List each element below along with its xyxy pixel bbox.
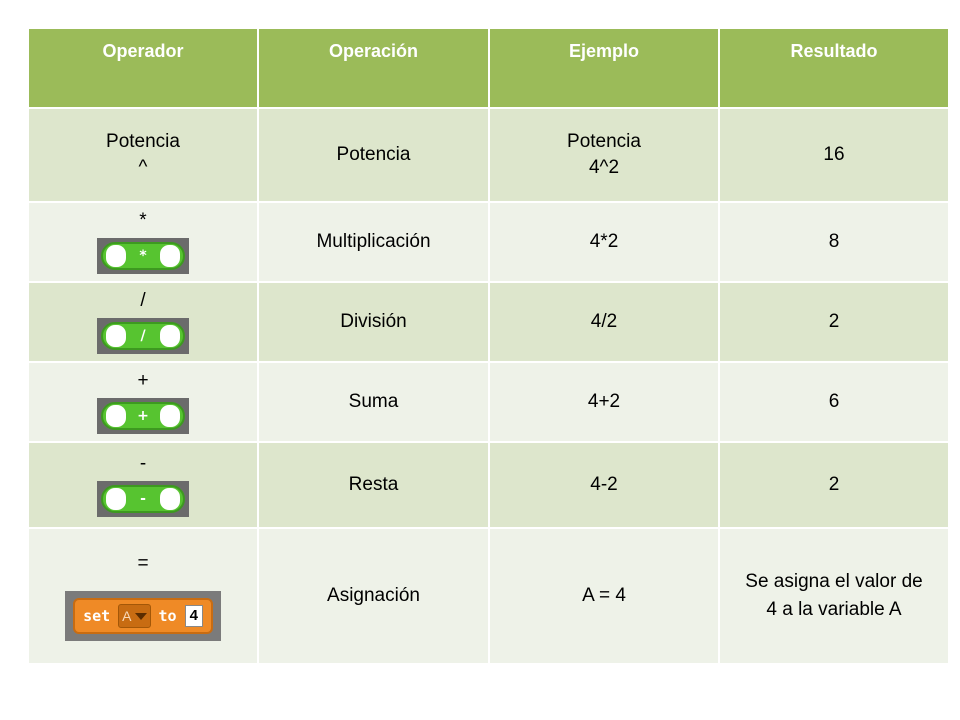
header-row: Operador Operación Ejemplo Resultado <box>27 27 950 109</box>
operator-cell: - - <box>27 441 259 529</box>
operation-cell: Asignación <box>257 527 490 665</box>
result-cell: 16 <box>718 107 950 203</box>
result-cell: 8 <box>718 201 950 283</box>
operator-name: Potencia <box>106 131 180 152</box>
operator-symbol: - <box>139 453 147 474</box>
table-row: / / División 4/2 2 <box>27 281 950 363</box>
operator-symbol: * <box>139 210 147 231</box>
result-cell: 6 <box>718 361 950 443</box>
table-row: = set A to 4 Asignación A = 4 Se as <box>27 527 950 665</box>
block-symbol: - <box>140 491 146 507</box>
example-cell: 4*2 <box>488 201 720 283</box>
operation-cell: Suma <box>257 361 490 443</box>
result-cell: 2 <box>718 281 950 363</box>
header-operacion: Operación <box>257 27 490 109</box>
divide-block-icon: / <box>97 318 189 354</box>
operator-cell: + + <box>27 361 259 443</box>
operation-cell: Potencia <box>257 107 490 203</box>
table-row: * * Multiplicación 4*2 8 <box>27 201 950 283</box>
operator-cell: / / <box>27 281 259 363</box>
example-cell: A = 4 <box>488 527 720 665</box>
multiply-block-icon: * <box>97 238 189 274</box>
add-block-icon: + <box>97 398 189 434</box>
header-resultado: Resultado <box>718 27 950 109</box>
example-line: Potencia <box>567 131 641 152</box>
operators-table: Operador Operación Ejemplo Resultado Pot… <box>27 27 950 665</box>
result-line: 4 a la variable A <box>766 599 902 620</box>
block-symbol: / <box>140 328 146 344</box>
table-row: - - Resta 4-2 2 <box>27 441 950 529</box>
set-keyword: set <box>83 607 111 625</box>
operation-cell: Multiplicación <box>257 201 490 283</box>
operator-symbol: / <box>140 290 146 311</box>
operation-cell: Resta <box>257 441 490 529</box>
subtract-block-icon: - <box>97 481 189 517</box>
example-cell: 4-2 <box>488 441 720 529</box>
operator-cell: = set A to 4 <box>27 527 259 665</box>
result-line: Se asigna el valor de <box>745 571 923 592</box>
operation-cell: División <box>257 281 490 363</box>
operator-symbol: = <box>137 553 149 574</box>
value-box: 4 <box>184 605 203 627</box>
example-line: 4^2 <box>588 157 620 178</box>
dropdown-arrow-icon <box>134 612 147 620</box>
to-keyword: to <box>158 607 177 625</box>
table-row: + + Suma 4+2 6 <box>27 361 950 443</box>
example-cell: 4/2 <box>488 281 720 363</box>
variable-name: A <box>122 608 132 624</box>
operator-symbol: ^ <box>138 157 148 178</box>
operator-cell: Potencia ^ <box>27 107 259 203</box>
header-ejemplo: Ejemplo <box>488 27 720 109</box>
block-symbol: * <box>139 248 147 264</box>
header-operador: Operador <box>27 27 259 109</box>
result-cell: Se asigna el valor de 4 a la variable A <box>718 527 950 665</box>
block-symbol: + <box>137 408 149 424</box>
variable-dropdown: A <box>118 604 151 628</box>
set-variable-block-icon: set A to 4 <box>65 591 221 641</box>
operator-symbol: + <box>137 370 149 391</box>
result-cell: 2 <box>718 441 950 529</box>
table-row: Potencia ^ Potencia Potencia 4^2 16 <box>27 107 950 203</box>
operator-cell: * * <box>27 201 259 283</box>
example-cell: Potencia 4^2 <box>488 107 720 203</box>
example-cell: 4+2 <box>488 361 720 443</box>
